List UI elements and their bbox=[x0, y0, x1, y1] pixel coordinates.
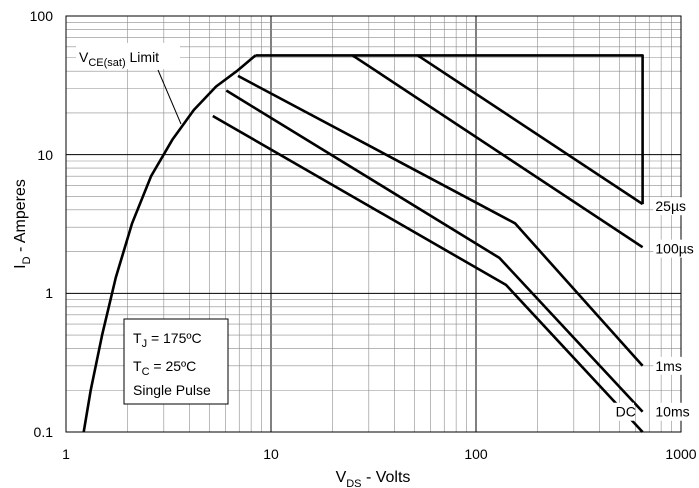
y-tick-label: 10 bbox=[37, 147, 53, 163]
x-tick-label: 1000 bbox=[665, 446, 696, 462]
series-line-4 bbox=[237, 74, 644, 367]
condition-tj: TJ = 175ºC bbox=[133, 330, 202, 350]
series-line-3 bbox=[417, 54, 644, 206]
x-tick-label: 1 bbox=[62, 446, 70, 462]
curve-label: 10ms bbox=[655, 404, 689, 420]
limit-label: VCE(sat) Limit bbox=[79, 49, 159, 69]
series-line-6 bbox=[212, 114, 644, 433]
limit-leader-line bbox=[157, 69, 182, 125]
y-tick-label: 0.1 bbox=[34, 424, 54, 440]
series-line-0 bbox=[82, 54, 257, 433]
y-tick-label: 100 bbox=[30, 8, 54, 24]
series-group bbox=[82, 54, 644, 433]
curve-labels: 25µs 100µs 1ms DC 10ms bbox=[613, 197, 699, 421]
curve-label: 25µs bbox=[655, 198, 686, 214]
curve-label: DC bbox=[616, 404, 636, 420]
series-line-2 bbox=[351, 54, 644, 249]
condition-tc: TC = 25ºC bbox=[133, 358, 196, 378]
series-line-5 bbox=[225, 89, 644, 413]
x-axis-label: VDS - Volts bbox=[336, 469, 411, 488]
curve-label: 100µs bbox=[655, 241, 693, 257]
series-line-1 bbox=[255, 54, 644, 205]
curve-label-bg bbox=[653, 197, 691, 216]
x-tick-label: 100 bbox=[464, 446, 488, 462]
curve-label: 1ms bbox=[655, 358, 681, 374]
grid bbox=[66, 16, 681, 432]
plot-frame bbox=[65, 15, 682, 433]
limit-label-box bbox=[76, 43, 180, 69]
y-axis-label: ID - Amperes bbox=[12, 179, 33, 269]
curve-label-bg bbox=[653, 356, 682, 375]
curve-label-bg bbox=[653, 402, 691, 421]
curve-label-bg bbox=[613, 402, 635, 421]
x-tick-label: 10 bbox=[263, 446, 279, 462]
conditions-box bbox=[123, 318, 229, 405]
curve-label-bg bbox=[653, 239, 699, 258]
y-tick-label: 1 bbox=[45, 285, 53, 301]
condition-pulse: Single Pulse bbox=[133, 382, 211, 398]
